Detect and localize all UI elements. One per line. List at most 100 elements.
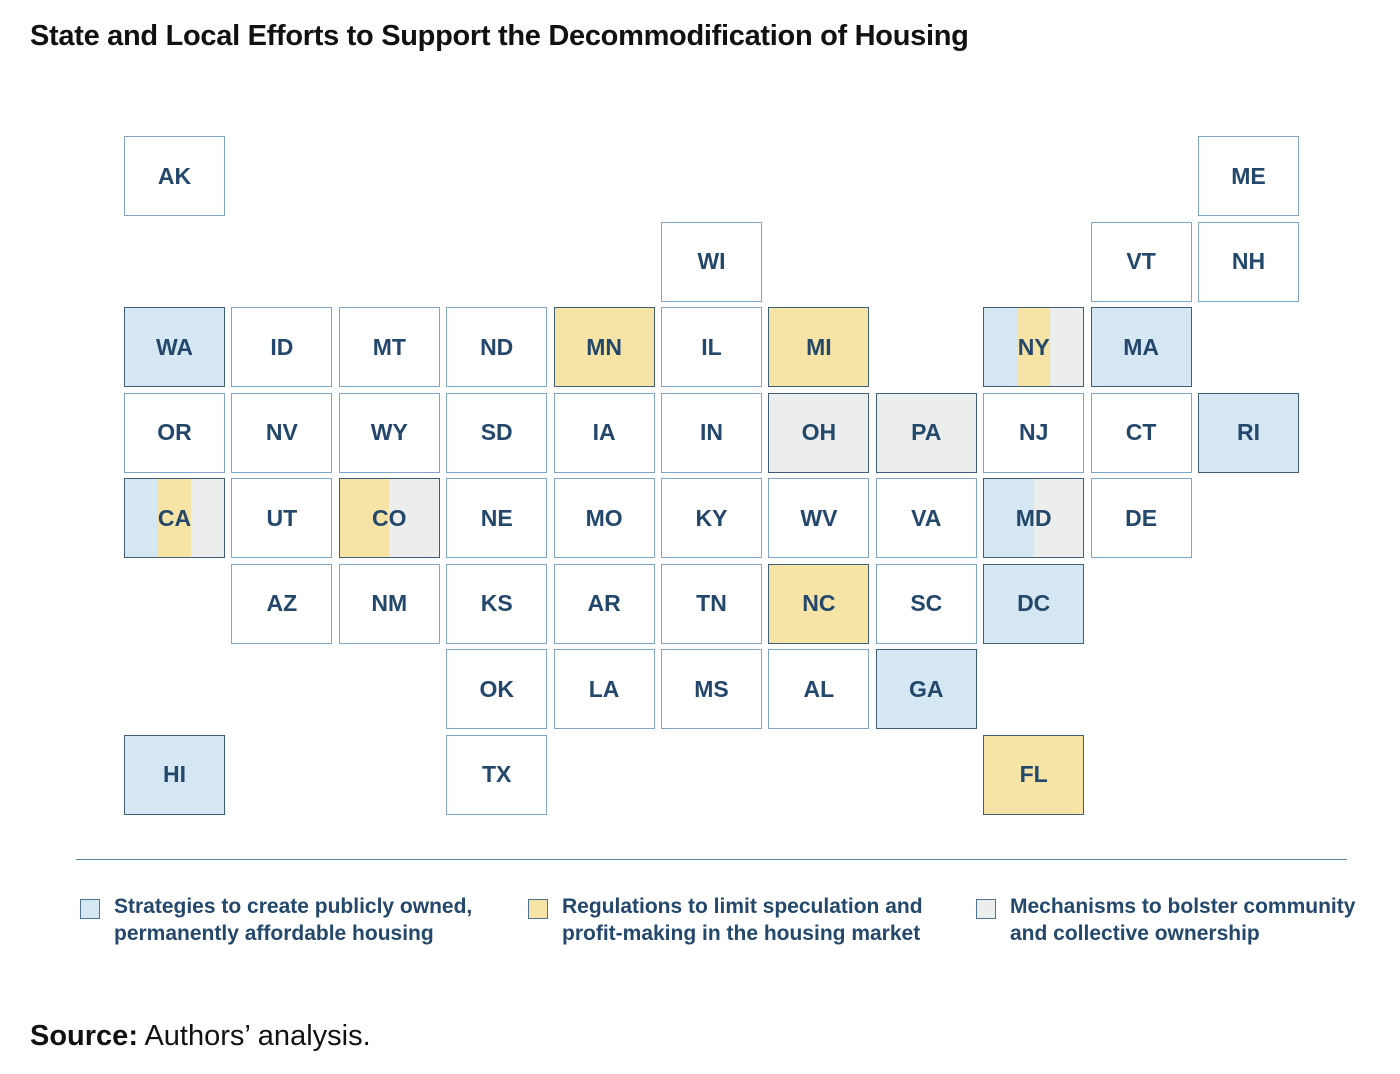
state-tile-ne: NE <box>446 478 548 558</box>
category-fill-regulation <box>769 564 869 643</box>
state-label: OK <box>479 675 514 702</box>
state-label: HI <box>163 761 186 787</box>
category-fill-public <box>876 650 976 728</box>
state-label: IL <box>701 333 722 360</box>
legend-swatch <box>528 899 548 919</box>
state-label: VT <box>1126 248 1156 274</box>
state-label: DE <box>1125 504 1158 531</box>
state-tile-ok: OK <box>446 649 548 729</box>
category-fill-regulation <box>157 479 191 557</box>
category-fill-community <box>876 393 976 472</box>
state-label: NJ <box>1018 419 1049 445</box>
state-tile-id: ID <box>231 307 333 387</box>
state-label: UT <box>266 504 298 531</box>
category-fill-regulation <box>339 479 390 557</box>
state-tile-vt: VT <box>1090 221 1192 302</box>
state-label: OH <box>801 419 837 445</box>
state-tile-mi: MI <box>768 307 870 387</box>
state-tile-ny: NY <box>983 307 1085 387</box>
state-label: IN <box>700 419 723 445</box>
category-fill-public <box>984 564 1084 643</box>
state-label: VA <box>911 504 942 531</box>
category-fill-public <box>125 735 224 814</box>
state-label: NE <box>480 504 513 531</box>
legend-item-community: Mechanisms to bolster community and coll… <box>976 893 1355 947</box>
legend-swatch <box>80 899 100 919</box>
state-label: KS <box>480 590 513 616</box>
state-label: TN <box>696 590 727 616</box>
state-tile-wa: WA <box>124 307 225 387</box>
category-fill-regulation <box>984 735 1084 814</box>
state-tile-tn: TN <box>661 563 762 644</box>
state-label: NC <box>802 590 836 616</box>
state-tile-ak: AK <box>124 136 225 216</box>
state-tile-la: LA <box>553 649 655 729</box>
legend-label: Regulations to limit speculation and pro… <box>562 895 923 945</box>
state-tile-or: OR <box>124 392 225 473</box>
state-label: MO <box>585 504 623 531</box>
state-tile-wi: WI <box>661 221 762 302</box>
state-label: DC <box>1017 590 1051 616</box>
state-tile-pa: PA <box>875 392 977 473</box>
state-tile-tx: TX <box>446 734 548 815</box>
state-tile-md: MD <box>983 478 1085 558</box>
state-label: KY <box>695 504 728 531</box>
state-tile-dc: DC <box>983 563 1085 644</box>
state-label: TX <box>481 761 512 787</box>
state-label: NM <box>371 590 408 616</box>
state-label: AZ <box>266 590 298 616</box>
state-tile-az: AZ <box>231 563 333 644</box>
state-tile-sd: SD <box>446 392 548 473</box>
state-label: SD <box>480 419 513 445</box>
state-tile-ms: MS <box>661 649 762 729</box>
category-fill-regulation <box>1017 308 1051 386</box>
state-label: CA <box>157 504 192 531</box>
divider <box>76 859 1347 860</box>
state-tile-oh: OH <box>768 392 870 473</box>
state-tile-de: DE <box>1090 478 1192 558</box>
source-label: Source: <box>30 1020 138 1052</box>
state-label: FL <box>1019 761 1048 787</box>
state-label: LA <box>588 675 620 702</box>
state-tile-ma: MA <box>1090 307 1192 387</box>
source-text: Authors’ analysis. <box>137 1020 371 1052</box>
category-fill-public <box>984 479 1034 557</box>
category-fill-public <box>125 308 224 386</box>
state-tile-me: ME <box>1198 136 1299 216</box>
state-tile-mn: MN <box>553 307 655 387</box>
state-tile-ks: KS <box>446 563 548 644</box>
legend-swatch <box>976 899 996 919</box>
state-label: ID <box>270 333 294 360</box>
state-tile-hi: HI <box>124 734 225 815</box>
state-label: OR <box>157 419 192 445</box>
state-tile-ca: CA <box>124 478 225 558</box>
page-title: State and Local Efforts to Support the D… <box>30 20 969 52</box>
state-label: NY <box>1017 333 1050 360</box>
source-note: Source: Authors’ analysis. <box>30 1020 371 1053</box>
state-label: MT <box>372 333 406 360</box>
state-label: AR <box>587 590 621 616</box>
state-tile-ut: UT <box>231 478 333 558</box>
legend-item-regulation: Regulations to limit speculation and pro… <box>528 893 923 947</box>
state-label: MN <box>586 333 622 360</box>
category-fill-public <box>125 479 158 557</box>
state-tile-ri: RI <box>1198 392 1299 473</box>
state-tile-in: IN <box>661 392 762 473</box>
state-label: GA <box>909 675 944 702</box>
state-tile-nc: NC <box>768 563 870 644</box>
legend-item-public: Strategies to create publicly owned, per… <box>80 893 472 947</box>
legend-label: Mechanisms to bolster community and coll… <box>1010 895 1356 945</box>
state-label: WA <box>155 333 194 360</box>
state-tile-mo: MO <box>553 478 655 558</box>
state-label: WY <box>370 419 408 445</box>
category-fill-community <box>190 479 224 557</box>
state-label: PA <box>911 419 942 445</box>
state-label: AK <box>157 162 192 189</box>
state-tile-nh: NH <box>1198 221 1299 302</box>
state-label: AL <box>803 675 835 702</box>
category-fill-public <box>984 308 1018 386</box>
state-tile-co: CO <box>338 478 440 558</box>
state-tile-nm: NM <box>338 563 440 644</box>
state-tile-ia: IA <box>553 392 655 473</box>
state-label: MD <box>1015 504 1052 531</box>
